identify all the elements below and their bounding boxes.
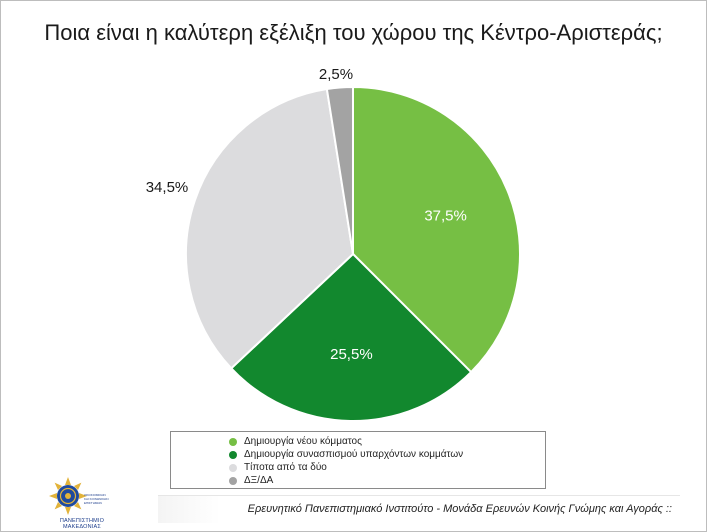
logo-caption: ΠΑΝΕΠΙΣΤΗΜΙΟ ΜΑΚΕΔΟΝΙΑΣ [59, 518, 105, 530]
slice-data-label: 34,5% [146, 179, 189, 196]
legend-swatch [229, 450, 237, 459]
chart-legend: Δημιουργία νέου κόμματος Δημιουργία συνα… [170, 431, 546, 489]
legend-label: Δημιουργία νέου κόμματος [244, 436, 362, 447]
pie-labels: 37,5% 25,5% 34,5% 2,5% [146, 66, 467, 363]
footer-text: Ερευνητικό Πανεπιστημιακό Ινστιτούτο - Μ… [247, 503, 672, 515]
footer-bar: Ερευνητικό Πανεπιστημιακό Ινστιτούτο - Μ… [158, 495, 680, 523]
legend-item: Δημιουργία συνασπισμού υπαρχόντων κομμάτ… [229, 448, 545, 461]
pie-slice [229, 252, 473, 422]
pie-slices [185, 85, 521, 422]
slice-data-label: 2,5% [319, 66, 353, 83]
university-logo: ΟΙΚΟΝΟΜΙΚΩΝ ΚΑΙ ΚΟΙΝΩΝΙΚΩΝ ΕΠΙΣΤΗΜΩΝ ΠΑΝ… [48, 476, 122, 530]
chart-title: Ποια είναι η καλύτερη εξέλιξη του χώρου … [44, 20, 663, 45]
pie-slice [185, 87, 355, 370]
logo-side-text: ΟΙΚΟΝΟΜΙΚΩΝ ΚΑΙ ΚΟΙΝΩΝΙΚΩΝ ΕΠΙΣΤΗΜΩΝ [84, 493, 109, 505]
legend-label: ΔΞ/ΔΑ [244, 475, 274, 486]
slice-data-label: 25,5% [330, 346, 373, 363]
pie-slice [325, 85, 354, 255]
legend-item: Δημιουργία νέου κόμματος [229, 435, 545, 448]
university-seal-icon [49, 477, 87, 515]
legend-swatch [229, 437, 237, 446]
legend-swatch [229, 463, 237, 472]
legend-label: Τίποτα από τα δύο [244, 462, 327, 473]
legend-label: Δημιουργία συνασπισμού υπαρχόντων κομμάτ… [244, 449, 464, 460]
legend-item: ΔΞ/ΔΑ [229, 474, 545, 487]
slice-data-label: 37,5% [424, 208, 467, 225]
legend-item: Τίποτα από τα δύο [229, 461, 545, 474]
legend-swatch [229, 476, 237, 485]
pie-slice [352, 85, 521, 374]
